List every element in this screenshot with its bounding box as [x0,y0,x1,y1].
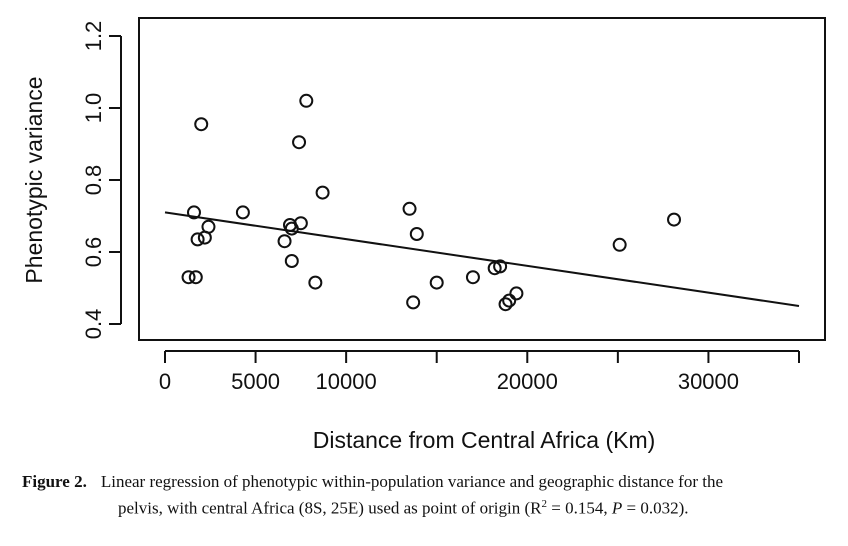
data-point [429,275,444,290]
data-point [181,270,196,285]
x-tick-label: 20000 [497,369,558,394]
y-tick-label: 0.6 [81,237,106,268]
plot-frame [138,17,826,341]
data-point [190,232,205,247]
y-tick-label: 0.4 [81,309,106,340]
data-point [299,93,314,108]
y-tick-label: 1.0 [81,93,106,124]
scatter-plot: 0.4 0.6 0.8 1.0 1.2 0 5000 10000 20000 30000 Dis… [21,17,826,453]
caption-p-symbol: P [611,498,623,518]
data-point [667,212,682,227]
data-point [235,205,250,220]
data-point [284,254,299,268]
data-point [308,275,323,290]
y-axis: 0.4 0.6 0.8 1.0 1.2 [81,21,122,340]
data-point [498,297,513,312]
regression-line [164,211,800,307]
data-point [465,270,480,285]
caption-line-1: Figure 2. Linear regression of phenotypic… [22,470,832,493]
data-point [277,234,292,249]
y-tick-label: 0.8 [81,165,106,196]
y-tick-label: 1.2 [81,21,106,52]
x-tick-label: 5000 [231,369,280,394]
data-point [612,237,627,252]
data-point [402,201,417,216]
caption-text-2b: = 0.154, [547,498,612,518]
caption-text-1: Linear regression of phenotypic within-p… [100,472,724,491]
data-point [201,219,216,234]
data-points [181,93,682,312]
x-axis: 0 5000 10000 20000 30000 [159,350,800,394]
data-point [315,185,330,200]
x-tick-label: 0 [159,369,171,394]
caption-text-2c: = 0.032). [622,498,689,518]
data-point [292,135,307,150]
x-tick-label: 30000 [678,369,739,394]
data-point [188,270,203,285]
data-point [293,216,308,231]
caption-superscript: 2 [541,498,548,510]
figure-caption: Figure 2. Linear regression of phenotypic… [22,470,832,520]
data-point [186,205,201,220]
caption-text-2a: pelvis, with central Africa (8S, 25E) us… [118,498,542,518]
data-point [502,293,517,308]
data-point [509,286,524,301]
caption-line-2: pelvis, with central Africa (8S, 25E) us… [22,493,832,520]
data-point [406,295,421,310]
x-tick-label: 10000 [316,369,377,394]
x-axis-title: Distance from Central Africa (Km) [313,427,656,453]
data-point [409,227,424,241]
data-point [493,259,508,274]
data-point [194,117,209,132]
y-axis-title: Phenotypic variance [21,76,47,283]
caption-label: Figure 2. [22,472,87,491]
